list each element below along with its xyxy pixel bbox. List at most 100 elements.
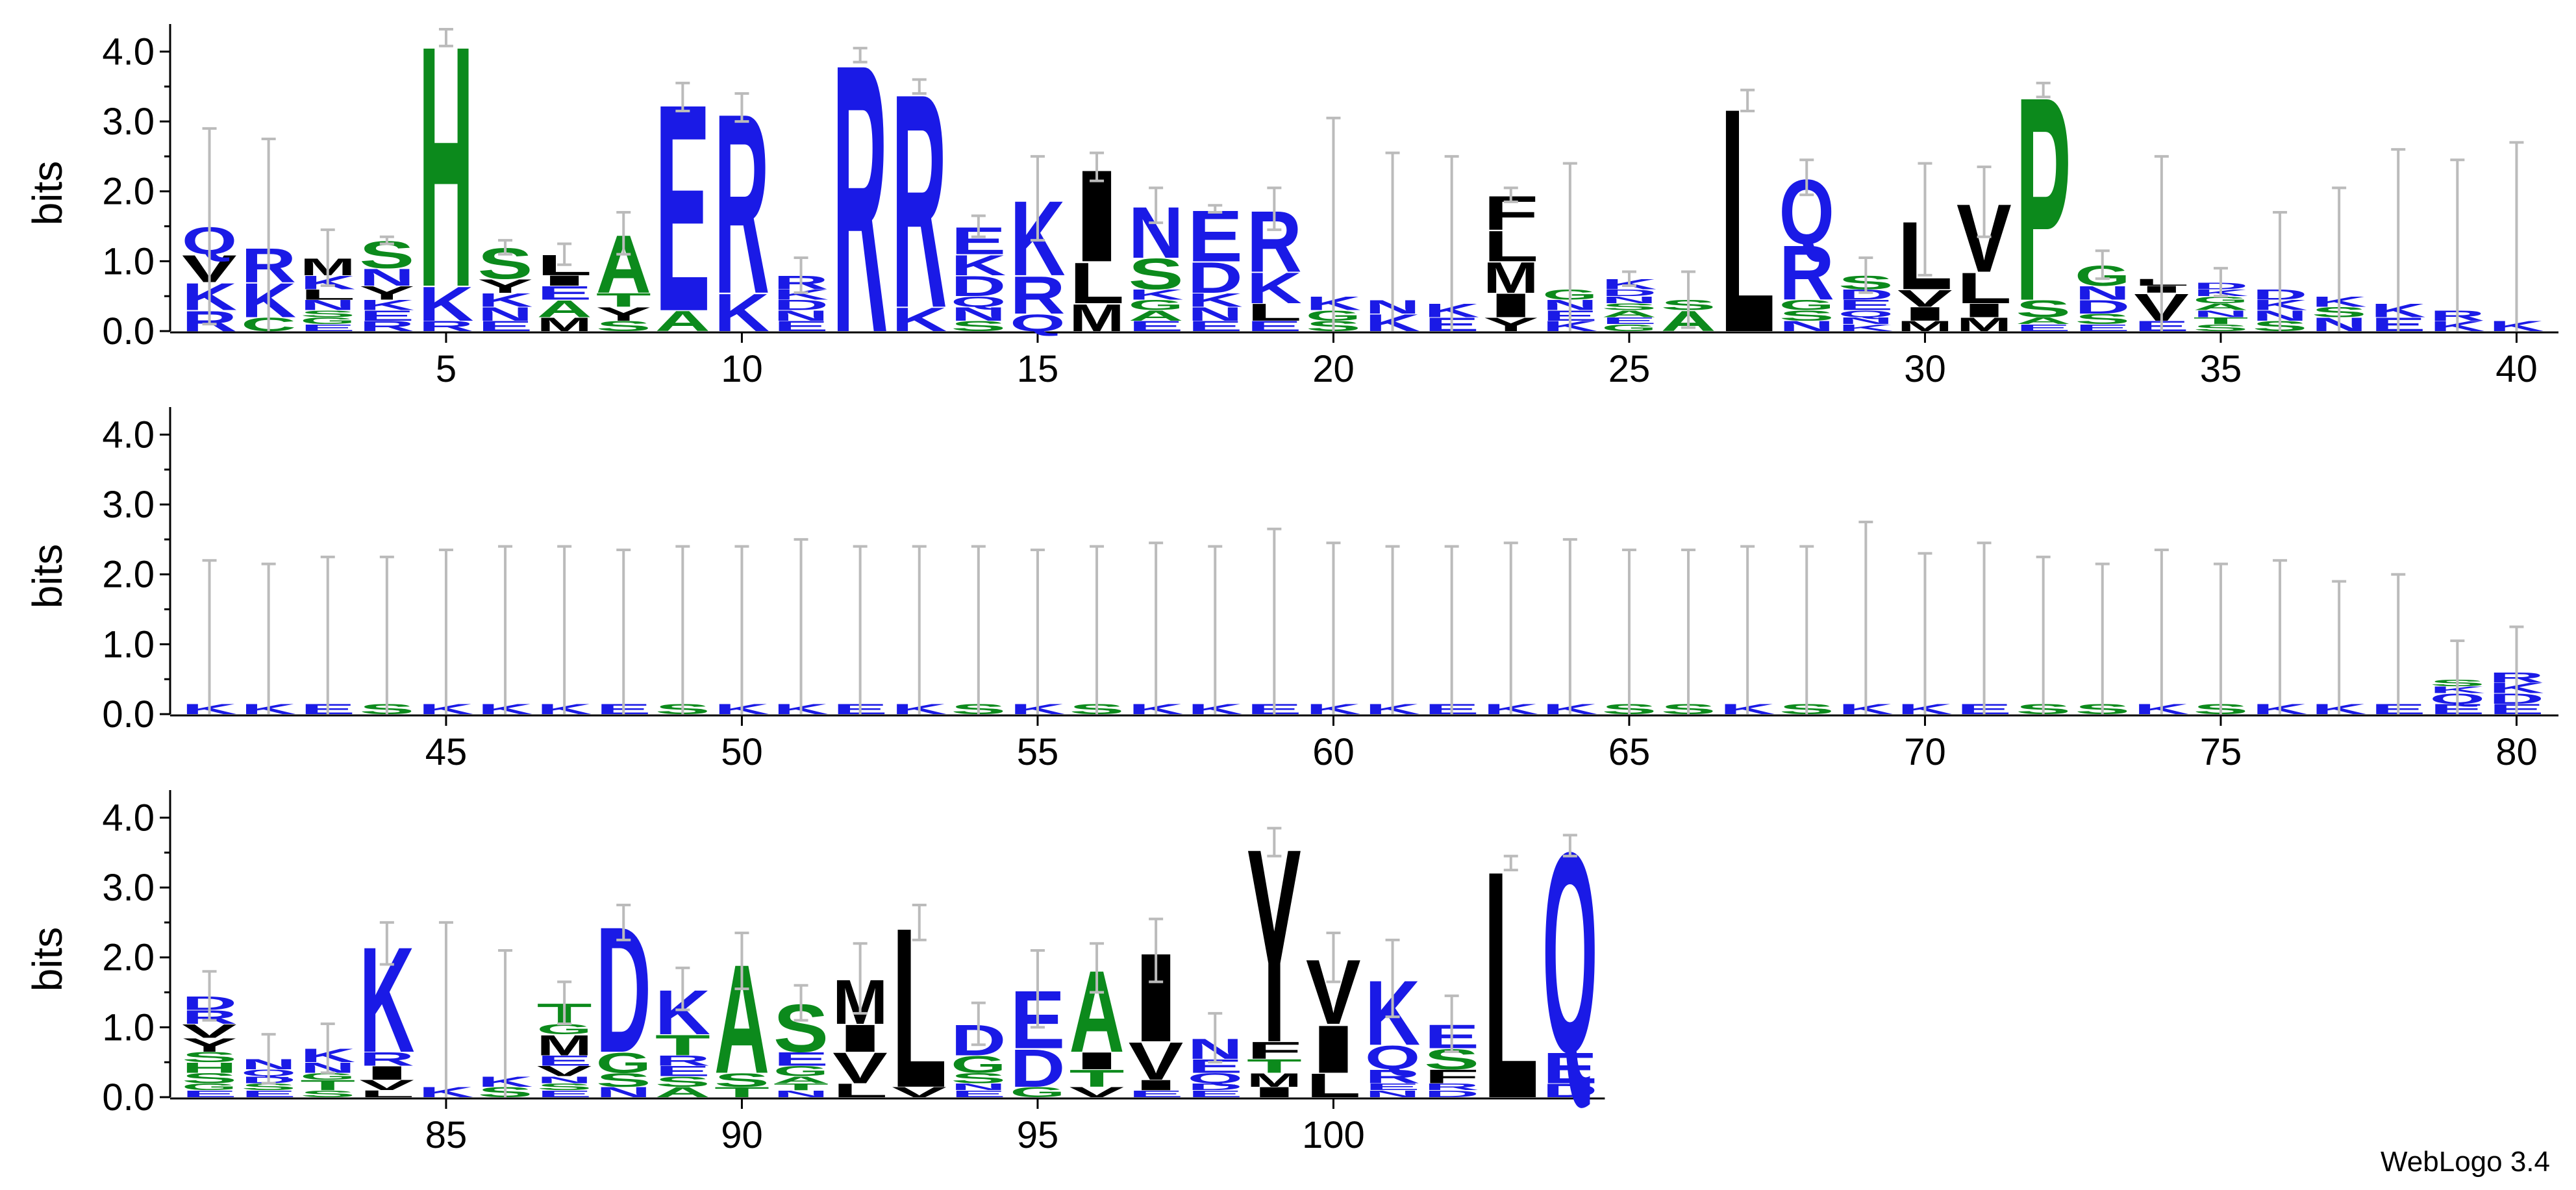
letter-A: A bbox=[1129, 307, 1184, 323]
letter-Y: Y bbox=[478, 275, 533, 297]
y-tick-label: 2.0 bbox=[102, 937, 155, 979]
logo-column-69: K bbox=[1838, 520, 1894, 717]
y-tick-label: 3.0 bbox=[102, 484, 155, 526]
letter-T: T bbox=[300, 1077, 355, 1093]
x-tick-label: 100 bbox=[1302, 1114, 1365, 1156]
logo-column-74: K bbox=[2134, 549, 2189, 717]
letter-T: T bbox=[1069, 1065, 1125, 1092]
letter-K: K bbox=[418, 277, 473, 330]
logo-column-72: S bbox=[2016, 555, 2071, 717]
logo-column-20: SGK bbox=[1306, 116, 1361, 334]
logo-column-58: K bbox=[1188, 545, 1243, 717]
letter-G: G bbox=[2193, 294, 2248, 305]
y-tick-label: 4.0 bbox=[102, 414, 155, 456]
letter-L: L bbox=[300, 287, 355, 303]
y-tick-label: 3.0 bbox=[102, 867, 155, 909]
letter-G: G bbox=[1010, 1084, 1065, 1100]
letter-K: K bbox=[359, 297, 414, 313]
logo-column-38: EK bbox=[2371, 148, 2426, 335]
logo-column-66: S bbox=[1661, 549, 1716, 717]
y-tick-label: 4.0 bbox=[102, 31, 155, 73]
letter-G: G bbox=[1129, 297, 1184, 314]
letter-S: S bbox=[2075, 311, 2130, 327]
letter-K: K bbox=[1247, 264, 1302, 313]
logo-column-5: RKH bbox=[418, 0, 473, 359]
letter-F: F bbox=[1247, 1037, 1302, 1064]
logo-column-86: SK bbox=[478, 948, 533, 1100]
y-tick-label: 4.0 bbox=[102, 797, 155, 839]
letter-M: M bbox=[1069, 296, 1125, 340]
letter-V: V bbox=[182, 1020, 237, 1042]
y-tick-label: 1.0 bbox=[102, 1006, 155, 1048]
letter-A: A bbox=[773, 1074, 829, 1085]
logo-row-2: 0.01.02.03.04.0bits4550556065707580KKESK… bbox=[24, 407, 2558, 773]
letter-S: S bbox=[714, 1069, 769, 1091]
weblogo-credit: WebLogo 3.4 bbox=[2381, 1146, 2550, 1178]
logo-column-90: TSA bbox=[714, 932, 769, 1106]
letter-E: E bbox=[1365, 1082, 1420, 1093]
logo-column-50: K bbox=[714, 545, 769, 717]
letter-V: V bbox=[892, 1084, 947, 1100]
logo-column-70: K bbox=[1897, 552, 1953, 717]
letter-N: N bbox=[478, 303, 533, 325]
logo-column-21: KN bbox=[1365, 151, 1420, 336]
letter-N: N bbox=[951, 1082, 1006, 1093]
letter-G: G bbox=[300, 1071, 355, 1082]
letter-R: R bbox=[1779, 230, 1834, 317]
letter-H: H bbox=[418, 0, 473, 359]
logo-column-27: L bbox=[1720, 42, 1775, 399]
logo-column-13: KR bbox=[892, 30, 947, 372]
logo-column-36: SNKD bbox=[2253, 211, 2308, 334]
letter-E: E bbox=[300, 323, 355, 334]
logo-column-78: E bbox=[2371, 573, 2426, 717]
letter-I: I bbox=[537, 273, 592, 289]
letter-D: D bbox=[1188, 253, 1243, 302]
logo-column-47: K bbox=[537, 545, 592, 717]
letter-I: I bbox=[359, 1062, 414, 1084]
letter-S: S bbox=[951, 1070, 1006, 1086]
x-tick-label: 75 bbox=[2200, 731, 2242, 773]
y-tick-label: 0.0 bbox=[102, 693, 155, 736]
logo-column-62: E bbox=[1424, 545, 1479, 717]
letter-A: A bbox=[537, 295, 592, 323]
letter-E: E bbox=[773, 318, 829, 334]
x-tick-label: 5 bbox=[436, 348, 456, 390]
letter-Q: Q bbox=[1010, 310, 1065, 337]
x-tick-label: 20 bbox=[1312, 348, 1355, 390]
y-tick-label: 2.0 bbox=[102, 171, 155, 213]
letter-V: V bbox=[537, 1063, 592, 1080]
letter-R: R bbox=[1365, 1066, 1420, 1087]
letter-D: D bbox=[2075, 296, 2130, 317]
y-axis-label: bits bbox=[24, 544, 71, 609]
letter-H: H bbox=[182, 1060, 237, 1076]
letter-S: S bbox=[2193, 323, 2248, 334]
logo-column-82: ESDQN bbox=[241, 1033, 296, 1099]
letter-N: N bbox=[1779, 318, 1834, 334]
logo-column-65: S bbox=[1601, 549, 1657, 717]
logo-column-12: R bbox=[832, 0, 888, 413]
logo-column-68: S bbox=[1779, 545, 1834, 717]
logo-column-93: VL bbox=[892, 880, 947, 1135]
letter-V: V bbox=[1069, 1084, 1125, 1100]
letter-L: L bbox=[1306, 1067, 1361, 1104]
logo-column-59: E bbox=[1247, 527, 1302, 717]
letter-G: G bbox=[1779, 297, 1834, 314]
y-tick-label: 3.0 bbox=[102, 101, 155, 143]
logo-column-45: K bbox=[418, 549, 473, 717]
x-tick-label: 10 bbox=[721, 348, 763, 390]
letter-G: G bbox=[182, 1082, 237, 1093]
letter-S: S bbox=[951, 318, 1006, 334]
letter-T: T bbox=[2193, 316, 2248, 327]
